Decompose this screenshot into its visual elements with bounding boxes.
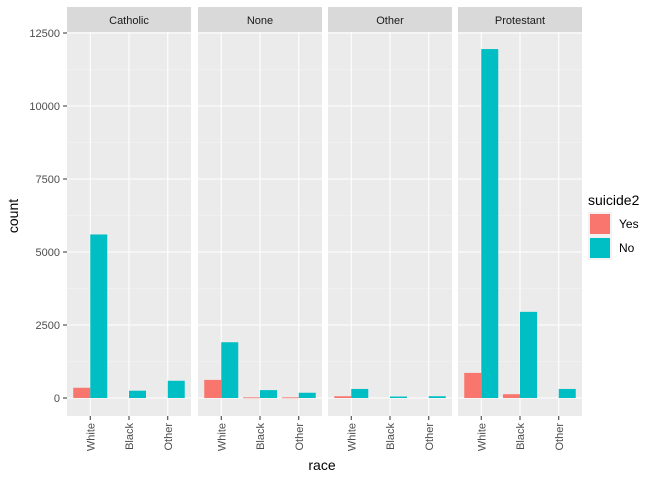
legend-key-no (590, 238, 610, 258)
y-tick-label: 5000 (36, 247, 60, 259)
bar-no-other (298, 392, 316, 398)
bar-no-black (129, 390, 146, 398)
facet-panel-other: Other White Black Other (328, 7, 452, 451)
bar-yes-white (73, 387, 91, 398)
bar-yes-other (281, 397, 299, 399)
y-tick-label: 2500 (36, 320, 60, 332)
bar-no-white (481, 49, 499, 399)
x-tick-label: Black (255, 423, 267, 450)
bar-no-black (260, 390, 277, 398)
x-tick-label: White (476, 423, 488, 451)
bar-yes-white (334, 396, 352, 398)
x-tick-label: Black (385, 423, 397, 450)
facet-strip-label: Protestant (495, 15, 545, 27)
legend-label-no: No (619, 241, 635, 255)
facet-strip-label: Other (376, 15, 404, 27)
bar-no-other (167, 380, 185, 398)
x-tick-label: Other (554, 423, 566, 451)
x-tick-label: Other (294, 423, 306, 451)
bar-no-black (520, 311, 537, 398)
x-axis-title: race (308, 457, 335, 473)
bar-yes-black (243, 397, 260, 399)
legend-label-yes: Yes (619, 217, 639, 231)
bar-yes-black (503, 394, 520, 398)
bar-no-white (90, 234, 108, 398)
facet-panel-catholic: Catholic White Black Other (67, 7, 191, 451)
bar-yes-white (464, 372, 482, 398)
facet-strip (458, 7, 582, 32)
x-tick-label: White (85, 423, 97, 451)
bar-no-other (558, 388, 576, 398)
x-tick-label: White (216, 423, 228, 451)
y-tick-label: 12500 (29, 28, 60, 40)
facet-strip-label: None (247, 15, 273, 27)
y-axis-title: count (5, 199, 21, 233)
facet-strip (198, 7, 322, 32)
legend: suicide2 Yes No (588, 192, 640, 260)
x-tick-label: Other (424, 423, 436, 451)
facet-strip (328, 7, 452, 32)
facet-panel-none: None White Black Other (198, 7, 322, 451)
legend-title: suicide2 (588, 192, 640, 208)
x-tick-label: White (346, 423, 358, 451)
legend-key-yes (590, 214, 610, 234)
facet-panel-protestant: Protestant White Black Other (458, 7, 582, 451)
facet-strip (67, 7, 191, 32)
y-tick-label: 7500 (36, 174, 60, 186)
bar-no-black (390, 396, 407, 398)
y-axis: 0 2500 5000 7500 10000 12500 (29, 28, 67, 405)
y-tick-label: 10000 (29, 101, 60, 113)
bar-yes-white (204, 379, 222, 398)
x-tick-label: Black (124, 423, 136, 450)
facet-strip-label: Catholic (109, 15, 149, 27)
bar-no-white (351, 388, 369, 398)
x-tick-label: Other (163, 423, 175, 451)
bar-no-white (221, 342, 239, 398)
x-tick-label: Black (515, 423, 527, 450)
bar-no-other (428, 396, 446, 398)
y-tick-label: 0 (54, 393, 60, 405)
